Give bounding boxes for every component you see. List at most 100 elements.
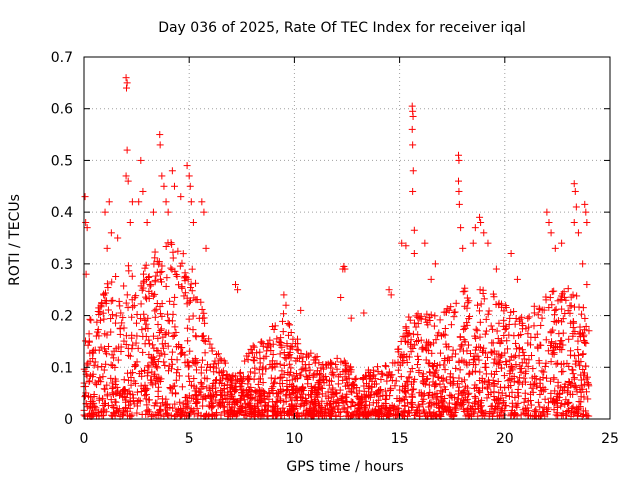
- data-point: [198, 198, 206, 206]
- data-point: [85, 330, 93, 338]
- data-point: [277, 388, 285, 396]
- data-point: [456, 345, 464, 353]
- data-point: [543, 374, 551, 382]
- data-point: [501, 384, 509, 392]
- data-point: [472, 352, 480, 360]
- plot-frame: [83, 56, 611, 420]
- data-point: [100, 315, 108, 323]
- data-point: [398, 239, 406, 247]
- data-point: [299, 383, 307, 391]
- data-point: [389, 359, 397, 367]
- data-point: [404, 386, 412, 394]
- data-point: [109, 296, 117, 304]
- data-point: [150, 344, 158, 352]
- data-point: [144, 369, 152, 377]
- data-point: [343, 367, 351, 375]
- data-point: [143, 218, 151, 226]
- data-point: [306, 366, 314, 374]
- data-point: [489, 325, 497, 333]
- data-point: [125, 351, 133, 359]
- data-point: [122, 332, 130, 340]
- data-point: [473, 327, 481, 335]
- data-point: [81, 193, 89, 201]
- data-point: [217, 386, 225, 394]
- data-point: [492, 265, 500, 273]
- data-point: [419, 378, 427, 386]
- data-point: [378, 402, 386, 410]
- data-point: [274, 407, 282, 415]
- data-point: [411, 375, 419, 383]
- data-point: [148, 358, 156, 366]
- data-point: [550, 399, 558, 407]
- data-point: [140, 310, 148, 318]
- data-point: [445, 343, 453, 351]
- data-point: [517, 368, 525, 376]
- data-point: [206, 394, 214, 402]
- data-point: [554, 317, 562, 325]
- data-point: [353, 389, 361, 397]
- data-point: [369, 399, 377, 407]
- data-point: [441, 366, 449, 374]
- data-point: [161, 331, 169, 339]
- data-point: [303, 406, 311, 414]
- data-point: [355, 401, 363, 409]
- data-point: [543, 208, 551, 216]
- data-point: [101, 399, 109, 407]
- data-point: [308, 393, 316, 401]
- data-point: [490, 359, 498, 367]
- data-point: [124, 177, 132, 185]
- data-point: [126, 397, 134, 405]
- data-point: [254, 380, 262, 388]
- data-point: [482, 315, 490, 323]
- data-point: [157, 349, 165, 357]
- data-point: [199, 402, 207, 410]
- data-point: [374, 363, 382, 371]
- data-point: [244, 400, 252, 408]
- data-point: [102, 360, 110, 368]
- data-point: [409, 393, 417, 401]
- data-point: [567, 381, 575, 389]
- data-point: [381, 387, 389, 395]
- data-point: [409, 112, 417, 120]
- data-point: [100, 291, 108, 299]
- data-point: [541, 395, 549, 403]
- data-point: [259, 342, 267, 350]
- data-point: [519, 348, 527, 356]
- data-point: [451, 308, 459, 316]
- data-point: [172, 328, 180, 336]
- data-point: [406, 368, 414, 376]
- data-point: [97, 343, 105, 351]
- data-point: [183, 300, 191, 308]
- data-point: [251, 369, 259, 377]
- data-point: [447, 321, 455, 329]
- data-point: [273, 398, 281, 406]
- data-point: [451, 408, 459, 416]
- data-point: [166, 384, 174, 392]
- data-point: [413, 361, 421, 369]
- data-point: [527, 333, 535, 341]
- data-point: [286, 402, 294, 410]
- data-point: [139, 332, 147, 340]
- grid-lines: [84, 57, 610, 419]
- data-point: [333, 389, 341, 397]
- data-point: [408, 365, 416, 373]
- data-point: [270, 326, 278, 334]
- data-point: [286, 381, 294, 389]
- data-point: [203, 384, 211, 392]
- data-point: [100, 385, 108, 393]
- data-point: [476, 333, 484, 341]
- data-point: [287, 368, 295, 376]
- data-point: [100, 366, 108, 374]
- data-point: [479, 289, 487, 297]
- data-point: [321, 408, 329, 416]
- data-point: [563, 408, 571, 416]
- data-point: [364, 410, 372, 418]
- data-point: [192, 279, 200, 287]
- data-point: [273, 359, 281, 367]
- data-point: [156, 310, 164, 318]
- data-point: [107, 328, 115, 336]
- data-point: [469, 239, 477, 247]
- data-point: [517, 411, 525, 419]
- data-point: [493, 405, 501, 413]
- data-point: [443, 356, 451, 364]
